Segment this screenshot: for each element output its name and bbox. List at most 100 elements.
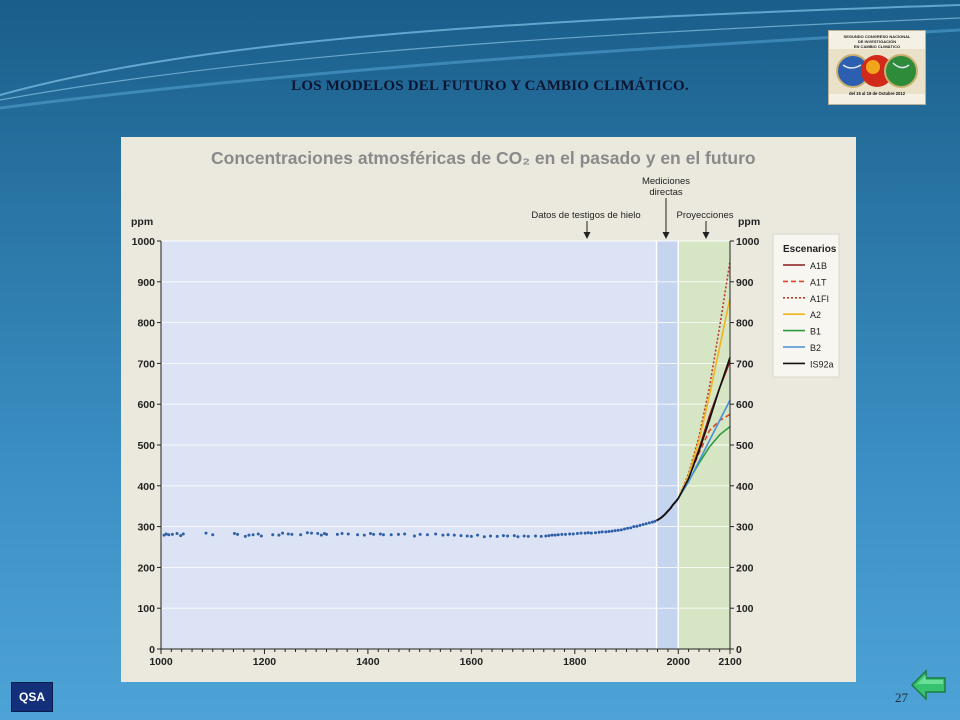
ice-core-point [441, 533, 445, 537]
ice-core-point [459, 534, 463, 538]
ice-core-point [452, 533, 456, 537]
ice-core-point [539, 534, 543, 538]
ice-core-point [594, 531, 598, 535]
x-tick-label: 1800 [563, 656, 587, 668]
ice-core-point [553, 533, 557, 537]
y-tick-label-left: 800 [137, 318, 155, 330]
ice-core-point [556, 533, 560, 537]
page-number: 27 [895, 690, 908, 705]
ice-core-point [204, 531, 208, 535]
ice-core-point [418, 532, 422, 536]
x-tick-label: 2100 [718, 656, 742, 668]
ice-core-point [604, 530, 608, 534]
ice-core-point [586, 531, 590, 535]
y-tick-label-left: 0 [149, 644, 155, 656]
slide-title: LOS MODELOS DEL FUTURO Y CAMBIO CLIMÁTIC… [291, 78, 689, 94]
legend-label-a2: A2 [810, 310, 821, 320]
qsa-logo-badge: QSA [11, 682, 53, 712]
ice-core-point [644, 522, 648, 526]
y-tick-label-left: 500 [137, 440, 155, 452]
logo-line-2: DE INVESTIGACIÓN [857, 39, 897, 44]
ice-core-point [316, 532, 320, 536]
ice-core-point [281, 531, 285, 535]
ice-core-point [434, 532, 438, 536]
ice-core-point [544, 534, 548, 538]
logo-line-1: SEGUNDO CONGRESO NACIONAL [843, 34, 911, 39]
ice-core-point [256, 532, 260, 536]
y-tick-label-right: 800 [736, 318, 754, 330]
ice-core-point [589, 531, 593, 535]
ice-core-point [597, 530, 601, 534]
ice-core-point [271, 533, 275, 537]
y-tick-label-left: 900 [137, 277, 155, 289]
legend-box [772, 233, 840, 378]
ice-core-point [516, 535, 520, 539]
ice-core-point [277, 533, 281, 537]
direct-annotation-line2: directas [649, 187, 683, 198]
chart-title: Concentraciones atmosféricas de CO₂ en e… [211, 148, 756, 168]
ice-core-point [616, 528, 620, 532]
ice-core-point [346, 532, 350, 536]
ice-core-point [325, 532, 329, 536]
ice-core-point [335, 532, 339, 536]
chart-panel: Concentraciones atmosféricas de CO₂ en e… [121, 137, 856, 682]
ice-core-point [607, 529, 611, 533]
ice-core-point [247, 533, 251, 537]
ice-core-point [489, 534, 493, 538]
ice-core-point [650, 520, 654, 524]
ice-core-point [501, 534, 505, 538]
x-tick-label: 1400 [356, 656, 380, 668]
y-axis-label-left: ppm [131, 216, 153, 228]
scenario-line-b2 [677, 399, 731, 499]
x-tick-label: 1600 [460, 656, 484, 668]
legend-label-a1b: A1B [810, 261, 827, 271]
ice-core-point [175, 532, 179, 536]
ice-core-point [378, 532, 382, 536]
x-tick-label: 1200 [253, 656, 277, 668]
ice-core-point [619, 528, 623, 532]
y-tick-label-right: 500 [736, 440, 754, 452]
legend-label-a1fi: A1FI [810, 294, 829, 304]
ice-core-point [243, 534, 247, 538]
scenario-line-a2 [677, 297, 731, 499]
y-tick-label-right: 700 [736, 358, 754, 370]
ice-core-point [259, 534, 263, 538]
y-tick-label-right: 1000 [736, 236, 760, 248]
scenario-line-a1fi [677, 261, 731, 499]
ice-core-point [547, 534, 551, 538]
ice-core-point [469, 534, 473, 538]
ice-core-point [446, 533, 450, 537]
ice-core-point [179, 534, 183, 538]
ice-core-point [412, 534, 416, 538]
ice-core-point [560, 532, 564, 536]
congress-logo: SEGUNDO CONGRESO NACIONAL DE INVESTIGACI… [828, 30, 926, 105]
direct-measurement-line [656, 497, 680, 522]
logo-dates: del 15 al 19 de Octubre 2012 [848, 91, 906, 96]
ice-core-point [356, 533, 360, 537]
legend-label-b1: B1 [810, 327, 821, 337]
projections-arrow-head [702, 232, 710, 239]
ice-core-point [575, 532, 579, 536]
x-tick-label: 1000 [149, 656, 173, 668]
legend-label-b2: B2 [810, 343, 821, 353]
ice-core-point [495, 534, 499, 538]
ice-core-point [236, 532, 240, 536]
ice-core-point [653, 519, 657, 523]
ice-core-point [403, 532, 407, 536]
y-tick-label-right: 0 [736, 644, 742, 656]
y-tick-label-left: 100 [137, 603, 155, 615]
ice-core-point [340, 532, 344, 536]
ice-core-point [372, 532, 376, 536]
y-tick-label-left: 200 [137, 562, 155, 574]
ice-core-point [164, 532, 168, 536]
ice-core-point [319, 533, 323, 537]
ice-core-point [290, 532, 294, 536]
co2-chart: Concentraciones atmosféricas de CO₂ en e… [131, 148, 840, 668]
ice-core-arrow-head [583, 232, 591, 239]
legend-label-is92a: IS92a [810, 359, 834, 369]
ice-core-point [622, 527, 626, 531]
ice-core-point [583, 531, 587, 535]
back-arrow-button[interactable] [910, 668, 948, 702]
ice-core-point [465, 534, 469, 538]
logo-line-3: EN CAMBIO CLIMÁTICO [853, 44, 901, 49]
